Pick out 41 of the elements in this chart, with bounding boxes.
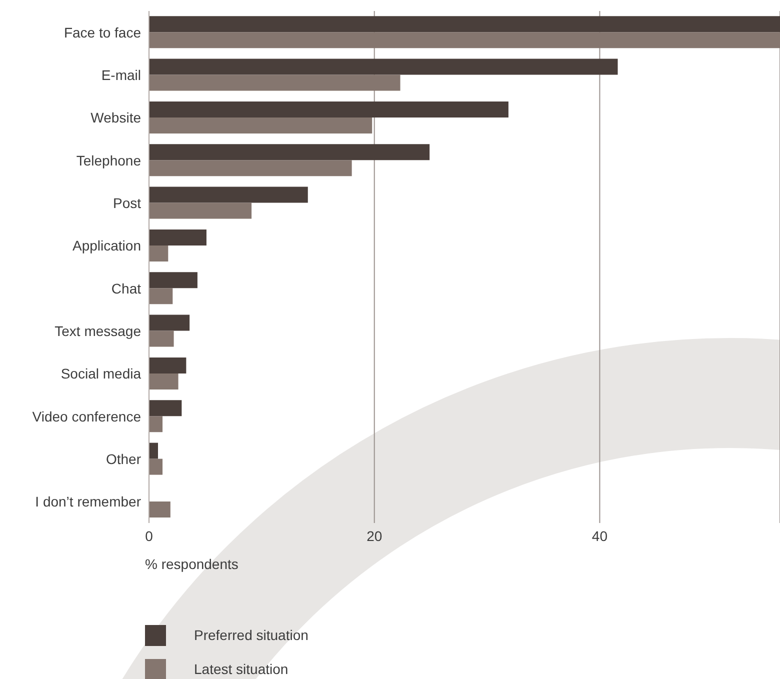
- y-tick-label: Application: [72, 238, 141, 254]
- bar: [149, 229, 206, 246]
- bar: [149, 245, 168, 262]
- bar: [149, 458, 163, 475]
- bar: [149, 357, 186, 374]
- bar: [149, 501, 170, 518]
- bar: [149, 58, 618, 75]
- y-tick-label: Social media: [60, 366, 142, 382]
- y-tick-label: Face to face: [64, 24, 142, 40]
- bar: [149, 160, 352, 176]
- y-tick-label: Other: [106, 450, 142, 467]
- bar: [149, 314, 190, 331]
- x-tick-label: 0: [145, 528, 154, 544]
- y-tick-label: Chat: [111, 280, 142, 296]
- bar: [149, 117, 372, 134]
- y-tick-label: Video conference: [32, 408, 142, 424]
- y-tick-label: I don’t remember: [35, 494, 142, 510]
- y-tick-label: Website: [90, 110, 142, 126]
- y-tick-label: Text message: [54, 322, 142, 339]
- bar: [149, 416, 163, 432]
- bar: [149, 330, 174, 347]
- bar: [149, 373, 178, 390]
- y-tick-label: E-mail: [101, 66, 141, 83]
- legend-label: Preferred situation: [194, 627, 308, 643]
- bar: [149, 272, 198, 288]
- bar: [149, 186, 308, 203]
- bar: [149, 101, 508, 118]
- bar: [149, 202, 252, 219]
- x-tick-label: 20: [366, 528, 382, 544]
- legend-label: Latest situation: [194, 661, 288, 677]
- y-tick-label: Telephone: [76, 152, 142, 168]
- bar: [149, 74, 400, 91]
- bar: [149, 144, 430, 160]
- bar: [149, 442, 158, 459]
- bar: [149, 288, 173, 304]
- bar: [149, 16, 780, 32]
- x-tick-label: 40: [592, 528, 608, 544]
- bar: [149, 32, 780, 48]
- y-tick-label: Post: [112, 194, 142, 211]
- x-axis-title: % respondents: [145, 556, 238, 572]
- bar: [149, 400, 182, 416]
